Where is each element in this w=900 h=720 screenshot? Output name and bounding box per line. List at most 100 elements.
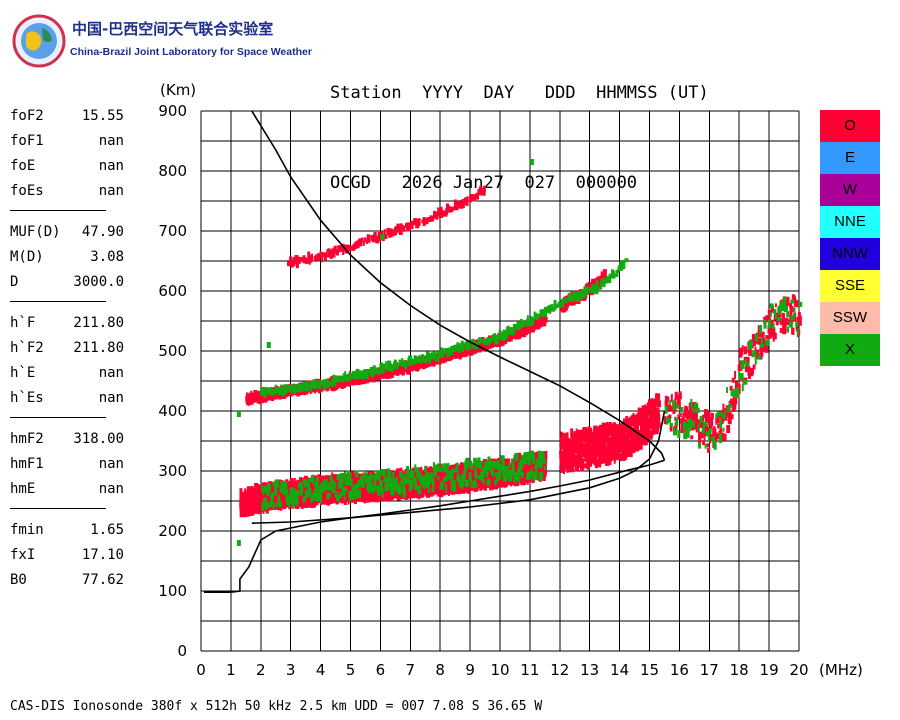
y-tick-label: 400 <box>158 402 187 420</box>
echo-mark-o <box>529 464 533 470</box>
param-value: 15.55 <box>81 108 124 124</box>
y-tick-label: 0 <box>177 642 187 660</box>
echo-mark-o <box>561 461 564 468</box>
echo-mark-o <box>605 447 609 456</box>
echo-mark-o <box>614 441 618 452</box>
echo-mark-o <box>366 493 370 503</box>
param-name: M(D) <box>10 249 44 265</box>
echo-mark-o <box>378 373 381 379</box>
echo-mark-o <box>239 488 243 498</box>
echo-mark-o <box>593 441 596 448</box>
echo-mark-o <box>599 431 602 439</box>
echo-mark-o <box>521 325 525 330</box>
echo-mark-o <box>258 489 263 497</box>
echo-mark-o <box>363 489 367 498</box>
y-tick-label: 900 <box>158 102 187 120</box>
echo-mark-o <box>650 411 653 416</box>
echo-mark-o <box>626 435 630 442</box>
echo-mark-o <box>484 469 487 477</box>
echo-mark-o <box>360 483 363 491</box>
echo-mark-o <box>559 457 563 465</box>
echo-mark-o <box>271 482 276 492</box>
echo-mark-o <box>589 432 594 440</box>
echo-mark-o <box>572 441 575 450</box>
echo-mark-o <box>324 488 328 496</box>
echo-mark-o <box>650 404 653 414</box>
echo-mark-o <box>633 414 637 424</box>
echo-mark-o <box>242 502 245 511</box>
param-name: fxI <box>10 547 36 563</box>
echo-mark-o <box>580 458 583 467</box>
echo-mark-o <box>248 510 252 517</box>
x-tick-label: 20 <box>789 661 808 679</box>
echo-mark-o <box>244 488 247 495</box>
echo-mark-o <box>656 419 660 427</box>
echo-mark-o <box>623 431 626 440</box>
echo-mark-o <box>321 492 325 501</box>
x-tick-label: 11 <box>520 661 539 679</box>
echo-mark-o <box>245 493 248 499</box>
echo-mark-o <box>578 432 582 440</box>
echo-mark-o <box>252 394 255 402</box>
echo-mark-o <box>639 440 643 449</box>
echo-mark-o <box>586 462 590 468</box>
echo-mark-o <box>575 457 580 465</box>
param-row: fmin 1.65 <box>10 522 130 542</box>
echo-mark-o <box>459 468 462 479</box>
echo-mark-o <box>580 435 583 445</box>
echo-mark-o <box>588 446 591 456</box>
echo-mark-o <box>524 476 527 486</box>
x-tick-label: 2 <box>256 661 266 679</box>
x-tick-label: 5 <box>346 661 356 679</box>
y-tick-label: 500 <box>158 342 187 360</box>
echo-mark-o <box>642 411 646 421</box>
echo-mark-o <box>420 490 423 498</box>
param-name: h`F <box>10 315 36 331</box>
echo-mark-o <box>572 454 576 461</box>
echo-mark-o <box>623 424 626 430</box>
echo-mark-o <box>592 455 595 464</box>
echo-mark-o <box>632 412 635 423</box>
echo-mark-o <box>300 492 303 502</box>
echo-mark-o <box>646 427 649 434</box>
echo-mark-o <box>657 400 662 408</box>
echo-mark-o <box>621 447 625 457</box>
echo-mark-o <box>239 496 243 503</box>
x-tick-label: 13 <box>580 661 599 679</box>
param-separator <box>10 301 106 302</box>
echo-mark-o <box>357 473 361 480</box>
echo-mark-o <box>586 454 590 462</box>
echo-mark-o <box>258 392 261 398</box>
echo-mark-o <box>622 437 627 444</box>
param-value: 211.80 <box>73 340 124 356</box>
param-row: hmF1 nan <box>10 456 130 476</box>
echo-mark-o <box>391 369 394 378</box>
echo-mark-o <box>397 480 400 485</box>
echo-mark-o <box>628 433 631 440</box>
x-tick-label: 6 <box>376 661 386 679</box>
param-name: h`F2 <box>10 340 44 356</box>
echo-mark-o <box>257 506 260 514</box>
echo-mark-o <box>581 437 584 447</box>
echo-mark-o <box>600 433 603 441</box>
y-tick-label: 700 <box>158 222 187 240</box>
echo-mark-o <box>449 488 453 495</box>
x-axis-label: (MHz) <box>819 661 863 679</box>
echo-mark-o <box>477 467 481 472</box>
param-name: MUF(D) <box>10 224 61 240</box>
echo-mark-o <box>431 468 434 476</box>
echo-mark-o <box>598 437 601 446</box>
echo-mark-o <box>535 323 539 329</box>
echo-mark-o <box>563 466 566 475</box>
x-tick-label: 7 <box>406 661 416 679</box>
param-name: B0 <box>10 572 27 588</box>
param-row: B0 77.62 <box>10 572 130 592</box>
echo-mark-o <box>566 465 569 472</box>
echo-mark-o <box>602 454 605 463</box>
echo-mark-o <box>541 468 545 475</box>
echo-mark-o <box>602 450 605 455</box>
param-row: foF1 nan <box>10 133 130 153</box>
echo-mark-o <box>611 428 615 434</box>
echo-mark-o <box>323 493 326 500</box>
echo-mark-o <box>572 432 576 441</box>
